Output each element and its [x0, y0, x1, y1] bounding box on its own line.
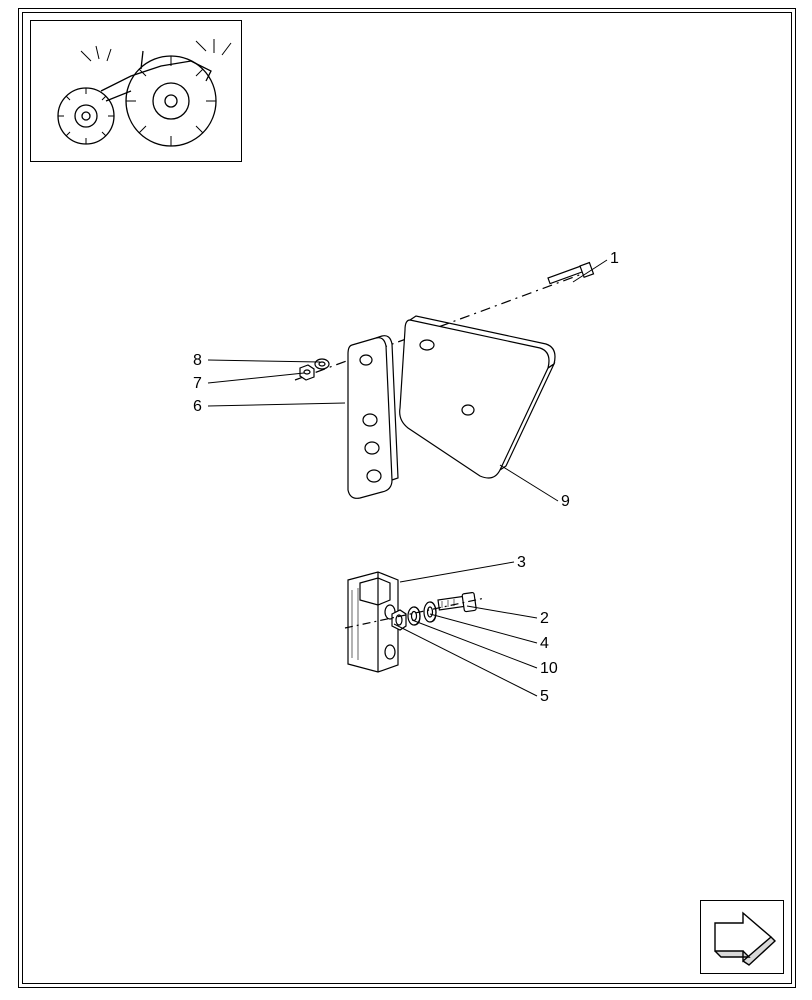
- part-u-bracket-3: [348, 572, 398, 672]
- exploded-diagram: [0, 0, 812, 1000]
- callout-3: 3: [517, 554, 526, 572]
- callout-4: 4: [540, 635, 549, 653]
- callout-2: 2: [540, 610, 549, 628]
- callout-7: 7: [193, 375, 202, 393]
- callout-1: 1: [610, 250, 619, 268]
- part-plate-9: [400, 316, 555, 478]
- callout-8: 8: [193, 352, 202, 370]
- callout-9: 9: [561, 493, 570, 511]
- callout-10: 10: [540, 660, 558, 678]
- page-root: 1 8 7 6 9 3 2 4 10 5: [0, 0, 812, 1000]
- next-page-arrow-icon: [701, 901, 783, 973]
- callout-6: 6: [193, 398, 202, 416]
- part-bolt-2: [438, 592, 476, 611]
- part-nut-7: [300, 365, 314, 380]
- callout-5: 5: [540, 688, 549, 706]
- part-washer-4: [424, 602, 436, 622]
- next-page-box[interactable]: [700, 900, 784, 974]
- part-bracket-6: [348, 336, 398, 499]
- part-washer-8: [315, 359, 329, 369]
